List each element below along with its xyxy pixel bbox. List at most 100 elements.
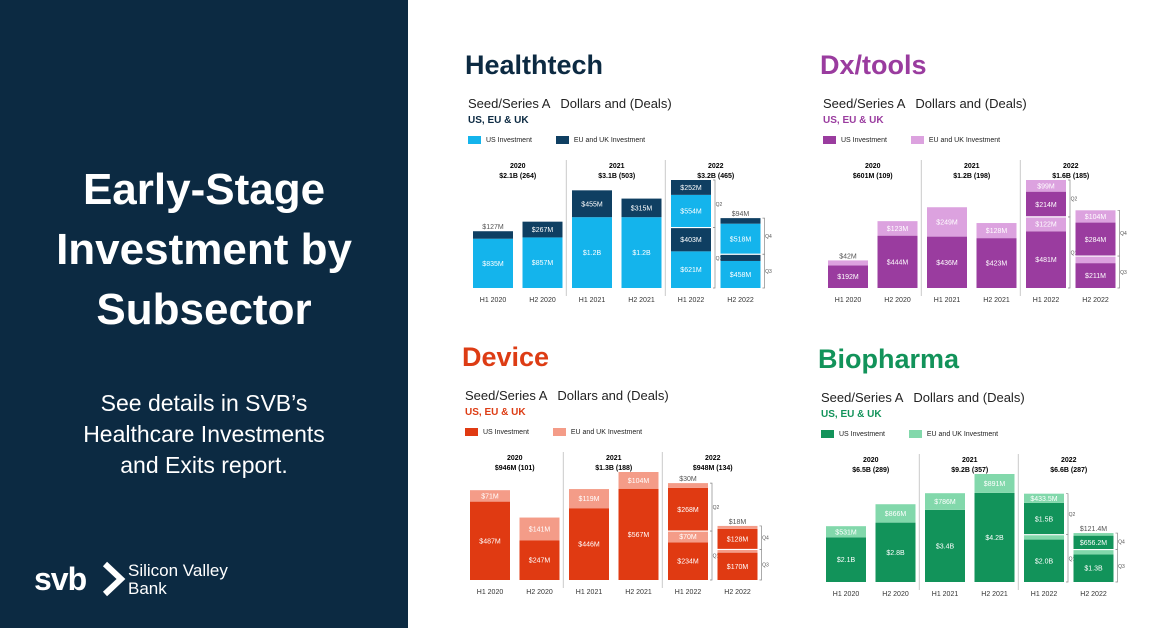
quarter-label: Q1 <box>1071 250 1078 256</box>
year-label: 2020 <box>863 457 879 464</box>
chart-title: Healthtech <box>465 50 604 80</box>
bar-segment-eu <box>618 472 659 489</box>
legend-eu: EU and UK Investment <box>555 136 646 144</box>
bar-segment-eu <box>522 221 563 238</box>
x-tick-label: H1 2020 <box>480 297 507 304</box>
quarter-label: Q4 <box>762 536 769 542</box>
year-total-label: $948M (134) <box>693 465 733 472</box>
quarter-label: Q4 <box>765 234 772 240</box>
legend-label: US Investment <box>841 136 887 144</box>
legend-label: US Investment <box>486 136 532 144</box>
report-note-line: Healthcare Investments <box>83 421 325 447</box>
bar-segment-eu <box>1073 549 1114 555</box>
bar-segment-eu <box>671 227 711 252</box>
year-total-label: $1.2B (198) <box>953 173 990 180</box>
data-label: $433.5M <box>1030 496 1057 503</box>
bar-segment-eu <box>828 260 868 266</box>
legend-label: EU and UK Investment <box>928 136 1001 144</box>
bar-segment-eu <box>717 549 758 553</box>
chart-subtitle: Seed/Series A Dollars and (Deals) <box>821 390 1025 405</box>
bar-segment-eu <box>569 489 609 509</box>
year-total-label: $9.2B (357) <box>951 467 988 474</box>
bar-segment-us <box>877 235 918 288</box>
data-label: $128M <box>727 537 749 544</box>
bar-segment-eu <box>976 223 1017 239</box>
data-label: $446M <box>578 542 600 549</box>
legend-swatch-us <box>821 430 834 438</box>
x-tick-label: H2 2020 <box>529 297 556 304</box>
x-tick-label: H2 2021 <box>625 589 652 596</box>
quarter-label: Q3 <box>1118 564 1125 570</box>
quarter-label: Q2 <box>1071 196 1078 202</box>
year-label: 2020 <box>510 163 526 170</box>
quarter-bracket <box>1066 493 1069 536</box>
year-label: 2022 <box>1063 163 1079 170</box>
chart-geo: US, EU & UK <box>821 409 882 420</box>
bar-segment-us <box>522 237 563 288</box>
bar-segment-us <box>720 260 761 288</box>
page-title: Early-Stage Investment by Subsector <box>0 160 408 340</box>
chart-legend: US Investment EU and UK Investment <box>465 428 664 436</box>
bar-segment-us <box>875 522 916 582</box>
data-label: $1.2B <box>583 250 602 257</box>
logo-bank-line: Silicon Valley <box>128 561 228 580</box>
data-label: $621M <box>680 267 702 274</box>
bar-segment-eu <box>720 254 761 261</box>
chart-title: Device <box>462 342 550 372</box>
chart-subtitle-measure: Dollars and (Deals) <box>915 96 1027 111</box>
data-label: $128M <box>986 228 1008 235</box>
chart-subtitle-measure: Dollars and (Deals) <box>557 388 669 403</box>
data-label: $122M <box>1035 222 1057 229</box>
chart-subtitle-measure: Dollars and (Deals) <box>560 96 672 111</box>
bar-segment-us <box>519 540 560 580</box>
data-label: $891M <box>984 481 1006 488</box>
bar-segment-us <box>668 542 708 580</box>
data-label: $2.0B <box>1035 558 1054 565</box>
bar-chart: 2020 $946M (101) 2021 $1.3B (188) 2022 $948M … <box>470 452 769 596</box>
bar-segment-us <box>1026 191 1066 217</box>
legend-label: EU and UK Investment <box>573 136 646 144</box>
x-tick-label: H2 2022 <box>724 589 751 596</box>
data-label: $3.4B <box>936 543 955 550</box>
data-label: $2.8B <box>886 550 905 557</box>
bar-segment-us <box>668 487 708 532</box>
data-label: $866M <box>885 511 907 518</box>
chart-subtitle-stage: Seed/Series A <box>823 96 906 111</box>
legend-eu: EU and UK Investment <box>910 136 1001 144</box>
bar-chart: 2020 $601M (109) 2021 $1.2B (198) 2022 $1.6B … <box>828 160 1127 304</box>
bar-segment-eu <box>473 231 513 239</box>
year-label: 2021 <box>962 457 978 464</box>
legend-label: EU and UK Investment <box>570 428 643 436</box>
title-line: Early-Stage <box>82 165 326 214</box>
chart-panel-biopharma: Biopharma Seed/Series A Dollars and (Deal… <box>818 344 1158 604</box>
quarter-label: Q2 <box>716 202 723 208</box>
bar-segment-eu <box>671 180 711 195</box>
data-label: $458M <box>730 272 752 279</box>
chart-panel-device: Device Seed/Series A Dollars and (Deals) … <box>462 342 802 602</box>
data-label: $786M <box>934 499 956 506</box>
legend-us: US Investment <box>823 136 887 144</box>
quarter-bracket <box>713 179 716 228</box>
data-label: $249M <box>936 219 958 226</box>
bar-chart: 2020 $2.1B (264) 2021 $3.1B (503) 2022 $3.2B … <box>473 160 772 304</box>
year-label: 2021 <box>609 163 625 170</box>
legend-label: US Investment <box>839 430 885 438</box>
intro-panel: Early-Stage Investment by Subsector See … <box>0 0 408 628</box>
data-label: $141M <box>529 526 551 533</box>
year-total-label: $1.6B (185) <box>1052 173 1089 180</box>
legend-us: US Investment <box>468 136 532 144</box>
title-line: Subsector <box>96 285 312 334</box>
chart-panel-dx-tools: Dx/tools Seed/Series A Dollars and (Deals… <box>820 50 1158 310</box>
legend-swatch-us <box>465 428 478 436</box>
data-label: $656.2M <box>1080 540 1107 547</box>
legend-label: US Investment <box>483 428 529 436</box>
data-label: $554M <box>680 209 702 216</box>
bar-segment-eu <box>1024 534 1064 540</box>
x-tick-label: H2 2020 <box>884 297 911 304</box>
x-tick-label: H1 2021 <box>576 589 603 596</box>
year-total-label: $6.5B (289) <box>852 467 889 474</box>
legend-swatch-eu <box>552 428 566 436</box>
data-label: $119M <box>579 496 600 503</box>
bar-segment-eu <box>717 525 758 529</box>
bar-segment-us <box>621 217 662 288</box>
